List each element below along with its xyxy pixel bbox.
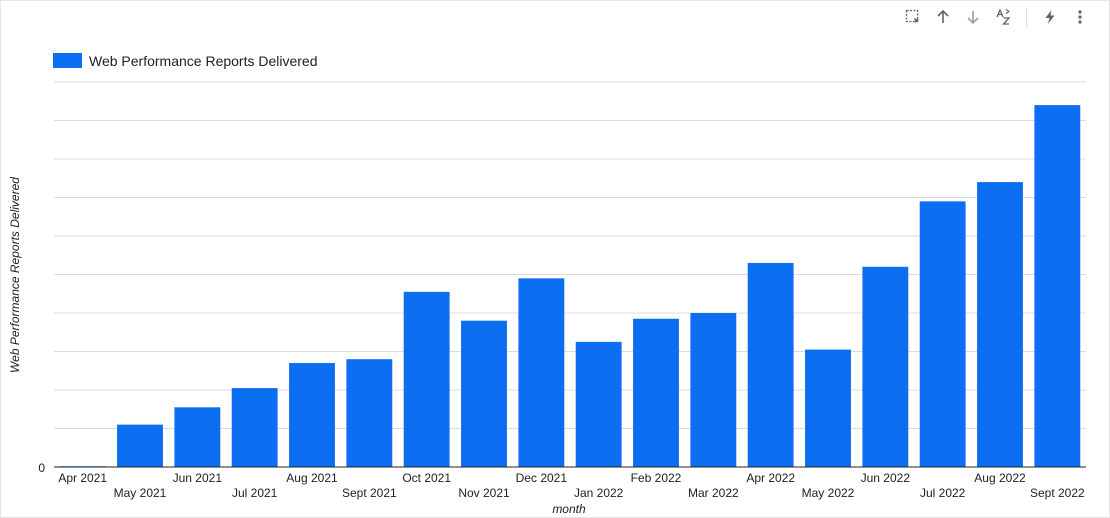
legend-swatch	[53, 53, 82, 68]
x-axis-tick-labels: Apr 2021 May 2021 Jun 2021 Jul 2021 Aug 2021…	[58, 471, 1085, 500]
bar-sept-2021[interactable]	[346, 359, 393, 467]
bar-dec-2021[interactable]	[518, 278, 565, 467]
bar-jul-2021[interactable]	[231, 388, 278, 467]
legend-label: Web Performance Reports Delivered	[89, 53, 318, 69]
sort-az-icon[interactable]	[988, 5, 1018, 29]
bars	[59, 105, 1081, 468]
x-tick-label: Jul 2022	[920, 486, 966, 500]
y-axis-title: Web Performance Reports Delivered	[8, 177, 22, 373]
toolbar-divider	[1026, 7, 1027, 27]
gridlines	[54, 81, 1086, 429]
x-tick-label: Aug 2021	[286, 471, 338, 485]
x-tick-label: May 2022	[802, 486, 855, 500]
bar-aug-2021[interactable]	[289, 363, 335, 467]
sort-ascending-icon[interactable]	[928, 5, 958, 29]
x-tick-label: Aug 2022	[974, 471, 1026, 485]
bar-aug-2022[interactable]	[977, 182, 1023, 467]
x-tick-label: Apr 2021	[58, 471, 107, 485]
more-options-icon[interactable]	[1065, 5, 1095, 29]
bar-sept-2022[interactable]	[1034, 105, 1081, 467]
x-tick-label: Jun 2021	[173, 471, 223, 485]
bar-apr-2022[interactable]	[747, 262, 794, 467]
bar-jun-2022[interactable]	[862, 266, 909, 467]
sort-descending-icon[interactable]	[958, 5, 988, 29]
bar-may-2021[interactable]	[117, 424, 163, 467]
select-area-icon[interactable]	[898, 5, 928, 29]
x-tick-label: Feb 2022	[631, 471, 682, 485]
x-tick-label: Mar 2022	[688, 486, 739, 500]
bar-jul-2022[interactable]	[919, 201, 966, 467]
bar-oct-2021[interactable]	[403, 291, 450, 467]
x-tick-label: Dec 2021	[516, 471, 568, 485]
chart-toolbar	[898, 5, 1095, 29]
x-tick-label: Jan 2022	[574, 486, 624, 500]
bar-mar-2022[interactable]	[690, 313, 737, 467]
lightning-icon[interactable]	[1035, 5, 1065, 29]
x-tick-label: Apr 2022	[746, 471, 795, 485]
x-axis-title: month	[552, 502, 586, 516]
x-tick-label: Jun 2022	[861, 471, 911, 485]
x-tick-label: Jul 2021	[232, 486, 278, 500]
bar-jun-2021[interactable]	[174, 407, 221, 467]
x-tick-label: Sept 2021	[342, 486, 397, 500]
bar-may-2022[interactable]	[805, 349, 851, 467]
bar-jan-2022[interactable]	[575, 341, 622, 467]
x-tick-label: May 2021	[114, 486, 167, 500]
bar-feb-2022[interactable]	[633, 318, 679, 467]
x-tick-label: Sept 2022	[1030, 486, 1085, 500]
y-tick-label: 0	[38, 461, 45, 475]
x-tick-label: Nov 2021	[458, 486, 510, 500]
x-tick-label: Oct 2021	[402, 471, 451, 485]
bar-nov-2021[interactable]	[461, 320, 507, 467]
